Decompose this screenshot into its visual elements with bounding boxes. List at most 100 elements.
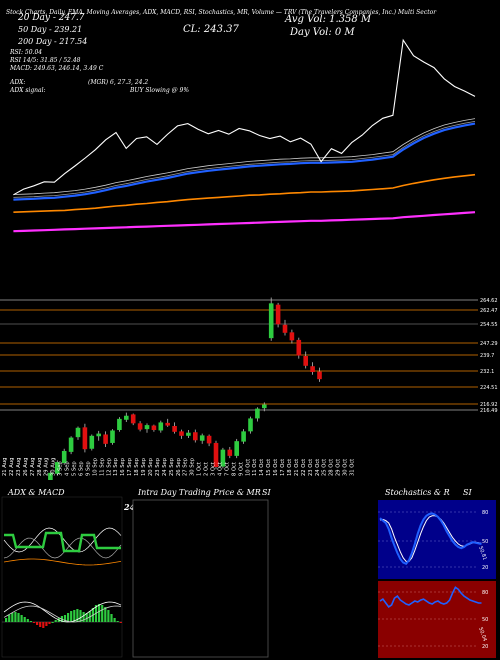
- adx-panel-title: ADX & MACD: [8, 488, 65, 497]
- stoch-tick: 80: [482, 510, 488, 516]
- candle-body: [137, 423, 143, 430]
- candle-body: [248, 418, 253, 432]
- date-label: 13 Sep: [113, 457, 119, 476]
- stoch-tick: 20: [482, 565, 488, 571]
- macd-histogram-bar: [82, 612, 85, 622]
- cl-label: CL: 243.37: [183, 24, 239, 35]
- macd-histogram-bar: [39, 622, 42, 627]
- candle-body: [317, 371, 322, 380]
- rsi-tick: 20: [482, 644, 488, 650]
- level-label: 232.1: [480, 369, 494, 375]
- stoch-value-tag: 50.81: [477, 546, 488, 562]
- candle-body: [282, 324, 288, 333]
- date-label: 29 Oct: [336, 459, 342, 476]
- candle-body: [55, 462, 60, 474]
- ema50-line: [13, 173, 476, 213]
- level-label: 262.47: [480, 308, 498, 314]
- date-label: 16 Oct: [273, 459, 279, 476]
- level-label: 216.49: [480, 408, 498, 414]
- date-label: 22 Oct: [301, 459, 307, 476]
- stoch-tick: 50: [482, 539, 488, 545]
- candle-body: [289, 332, 295, 341]
- candle-body: [110, 430, 115, 443]
- candle-body: [89, 435, 95, 449]
- date-label: 14 Oct: [259, 459, 265, 476]
- adx-signal-label: ADX signal:: [10, 87, 46, 94]
- minus-di-line: [3, 537, 122, 559]
- candle-body: [310, 366, 315, 373]
- stoch-panel-suffix: SI: [463, 488, 472, 497]
- date-label: 23 Oct: [308, 459, 314, 476]
- date-label: 23 Sep: [155, 457, 161, 476]
- ema20-line: [13, 122, 476, 201]
- macd-histogram-bar: [11, 613, 14, 622]
- stoch-k-line: [379, 512, 482, 566]
- date-label: 9 Oct: [238, 462, 244, 476]
- date-label: 31 Oct: [350, 459, 356, 476]
- macd-histogram-bar: [51, 622, 54, 623]
- date-label: 11 Sep: [99, 457, 105, 476]
- macd-histogram-bar: [8, 615, 11, 622]
- date-label: 11 Oct: [252, 459, 258, 476]
- macd-histogram-bar: [29, 621, 32, 622]
- macd-histogram-bar: [17, 613, 20, 622]
- candle-body: [275, 304, 281, 325]
- date-label: 2 Oct: [204, 462, 210, 476]
- macd-histogram-bar: [85, 613, 88, 622]
- intraday-panel-title: Intra Day Trading Price & MR: [138, 488, 261, 497]
- date-label: 25 Oct: [322, 459, 328, 476]
- macd-histogram-bar: [98, 604, 101, 622]
- date-label: 12 Sep: [106, 457, 112, 476]
- candle-body: [165, 422, 170, 426]
- candle-body: [151, 425, 157, 431]
- date-label: 23 Aug: [16, 458, 22, 476]
- macd-histogram-bar: [110, 614, 113, 622]
- date-label: 8 Oct: [231, 462, 237, 476]
- macd-histogram-bar: [26, 619, 29, 622]
- macd-histogram-bar: [23, 617, 26, 622]
- rsi-tick: 50: [482, 617, 488, 623]
- candle-body: [158, 422, 164, 431]
- macd-histogram-bar: [67, 613, 70, 622]
- candle-body: [103, 434, 108, 444]
- candle-body: [130, 414, 136, 424]
- date-label: 4 Oct: [217, 462, 223, 476]
- date-label: 29 Aug: [44, 458, 50, 476]
- candle-body: [227, 449, 233, 456]
- stoch-label: RSI 14/5: 31.85 / 52.48: [10, 57, 81, 64]
- macd-signal-line: [3, 605, 122, 623]
- rsi-value-tag: 50.04: [477, 627, 488, 643]
- macd-histogram-bar: [113, 618, 116, 622]
- date-label: 21 Aug: [2, 458, 8, 476]
- macd-histogram-bar: [14, 612, 17, 622]
- candle-body: [255, 408, 260, 419]
- macd-label: MACD: 249.63, 246.14, 3.49 C: [10, 65, 104, 72]
- rsi-line: [379, 586, 482, 609]
- rsi-label: RSI: 50.04: [10, 49, 43, 56]
- candle-body: [206, 435, 212, 444]
- avg-vol-label: Avg Vol: 1.358 M: [285, 14, 372, 25]
- date-label: 30 Sep: [190, 457, 196, 476]
- date-label: 27 Sep: [183, 457, 189, 476]
- macd-histogram-bar: [101, 605, 104, 622]
- candle-body: [262, 404, 267, 409]
- ema200-line: [13, 211, 476, 233]
- date-label: 16 Sep: [120, 457, 126, 476]
- macd-histogram-bar: [5, 618, 8, 622]
- candle-body: [234, 441, 239, 456]
- stoch-panel-title: Stochastics & R: [385, 488, 450, 497]
- candle-body: [241, 431, 246, 442]
- macd-histogram-bar: [79, 610, 82, 622]
- candle-body: [124, 415, 129, 420]
- adx-value: (MGR) 6, 27.3, 24.2: [88, 79, 149, 86]
- macd-histogram-bar: [70, 611, 73, 622]
- date-label: 10 Oct: [245, 459, 251, 476]
- date-label: 28 Aug: [37, 458, 43, 476]
- macd-line: [3, 601, 122, 623]
- date-label: 18 Sep: [134, 457, 140, 476]
- date-label: 9 Sep: [85, 461, 91, 476]
- date-label: 30 Oct: [343, 459, 349, 476]
- stoch-panel: [378, 500, 496, 579]
- macd-histogram-bar: [48, 622, 51, 624]
